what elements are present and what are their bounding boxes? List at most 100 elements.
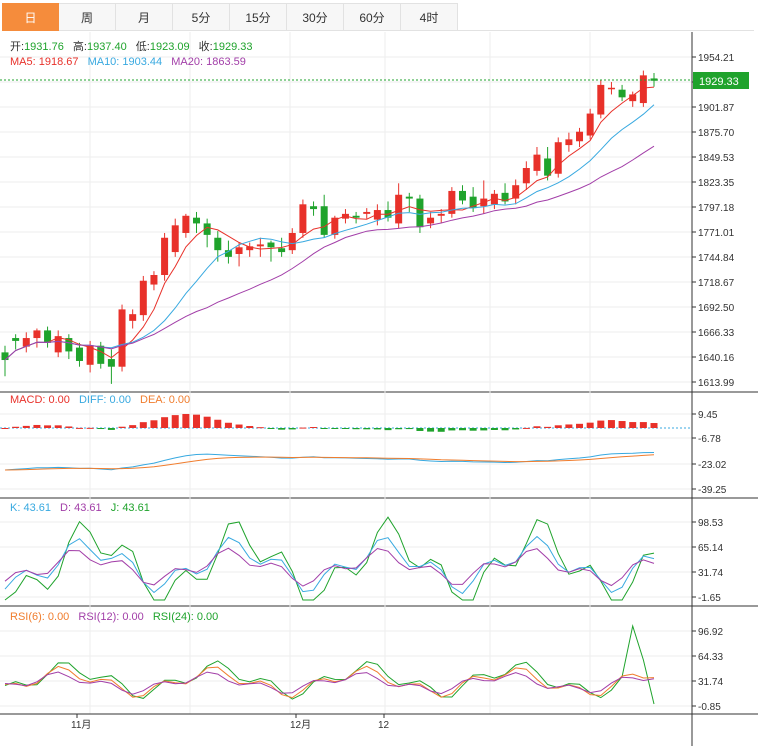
candle-body <box>107 359 115 367</box>
candle-body <box>150 275 158 285</box>
candle-body <box>469 196 477 209</box>
y-axis-labels: 1954.211928.031901.871875.701849.531823.… <box>0 32 758 746</box>
candle-body <box>373 210 381 220</box>
candle-body <box>214 237 222 251</box>
macd-bar <box>363 428 371 430</box>
candle-body <box>512 185 520 199</box>
macd-bar <box>171 415 179 428</box>
candle-body <box>161 237 169 276</box>
candle-body <box>501 192 509 202</box>
tab-0[interactable]: 日 <box>2 3 59 31</box>
candle-body <box>288 232 296 251</box>
candle-body <box>533 154 541 171</box>
candle-body <box>118 309 126 367</box>
tab-7[interactable]: 4时 <box>401 3 458 31</box>
rsi12-line <box>4 671 655 695</box>
candle-body <box>522 168 530 184</box>
candle-body <box>490 193 498 205</box>
x-tick-label: 12 <box>378 720 390 731</box>
tab-2[interactable]: 月 <box>116 3 173 31</box>
macd-bar <box>512 428 520 430</box>
candle-body <box>352 215 360 218</box>
y-tick-label: 1613.99 <box>698 378 735 389</box>
y-tick-label: 65.14 <box>698 543 723 554</box>
rsi-panel <box>4 624 655 705</box>
macd-bar <box>544 426 552 428</box>
y-tick-label: 1666.33 <box>698 328 735 339</box>
ma10-line <box>4 104 655 361</box>
tab-4[interactable]: 15分 <box>230 3 287 31</box>
macd-panel <box>0 413 692 471</box>
macd-bar <box>129 425 137 428</box>
candle-body <box>458 190 466 201</box>
y-tick-label: 1954.21 <box>698 53 735 64</box>
y-tick-label: 31.74 <box>698 568 723 579</box>
tab-5[interactable]: 30分 <box>287 3 344 31</box>
y-tick-label: 1692.50 <box>698 303 735 314</box>
macd-bar <box>597 420 605 428</box>
macd-bar <box>193 414 201 428</box>
macd-bar <box>395 428 403 430</box>
y-tick-label: 1823.35 <box>698 178 735 189</box>
macd-bar <box>299 427 307 429</box>
macd-bar <box>565 424 573 428</box>
candle-body <box>54 336 62 353</box>
x-tick-label: 11月 <box>71 719 91 731</box>
candle-body <box>629 94 637 102</box>
y-tick-label: 1797.18 <box>698 203 735 214</box>
tab-3[interactable]: 5分 <box>173 3 230 31</box>
macd-bar <box>586 422 594 428</box>
macd-bar <box>12 426 20 428</box>
macd-bar <box>320 428 328 429</box>
macd-bar <box>203 416 211 428</box>
candle-body <box>33 330 41 339</box>
macd-bar <box>522 427 530 429</box>
tab-6[interactable]: 60分 <box>344 3 401 31</box>
macd-bar <box>118 426 126 428</box>
candle-body <box>416 198 424 228</box>
grid <box>0 32 758 715</box>
candle-body <box>544 158 552 176</box>
ma-legend: MA5: 1918.67 MA10: 1903.44 MA20: 1863.59 <box>10 56 246 68</box>
current-price-tag <box>693 72 749 89</box>
macd-bar <box>224 422 232 428</box>
y-tick-label: 31.74 <box>698 677 723 688</box>
candle-body <box>246 246 254 251</box>
candle-body <box>256 244 264 247</box>
macd-bar <box>373 428 381 430</box>
d-line <box>4 547 655 587</box>
rsi24-line <box>4 624 655 705</box>
y-tick-label: 1901.87 <box>698 103 735 114</box>
macd-bar <box>458 428 466 431</box>
macd-bar <box>65 426 73 428</box>
macd-bar <box>44 425 52 428</box>
candle-body <box>182 215 190 233</box>
y-tick-label: -0.85 <box>698 702 721 713</box>
candle-body <box>224 250 232 257</box>
y-tick-label: -6.78 <box>698 434 721 445</box>
macd-bar <box>331 428 339 429</box>
macd-bar <box>310 427 318 429</box>
macd-bar <box>22 425 30 428</box>
macd-bar <box>480 428 488 431</box>
candle-body <box>427 217 435 224</box>
macd-bar <box>256 427 264 429</box>
candle-body <box>235 247 243 254</box>
y-tick-label: 1875.70 <box>698 128 735 139</box>
macd-bar <box>384 428 392 431</box>
macd-bar <box>214 419 222 428</box>
tab-1[interactable]: 周 <box>59 3 116 31</box>
candle-body <box>448 190 456 214</box>
macd-bar <box>607 420 615 428</box>
candle-body <box>97 345 105 364</box>
macd-bar <box>618 421 626 428</box>
candle-body <box>576 131 584 142</box>
macd-bar <box>139 422 147 428</box>
candle-body <box>331 217 339 235</box>
macd-bar <box>267 428 275 429</box>
candlestick-panel <box>0 70 692 384</box>
macd-bar <box>437 428 445 432</box>
candle-body <box>193 217 201 224</box>
ohlc-legend: 开:1931.76 高:1937.40 低:1923.09 收:1929.33 <box>10 39 253 53</box>
